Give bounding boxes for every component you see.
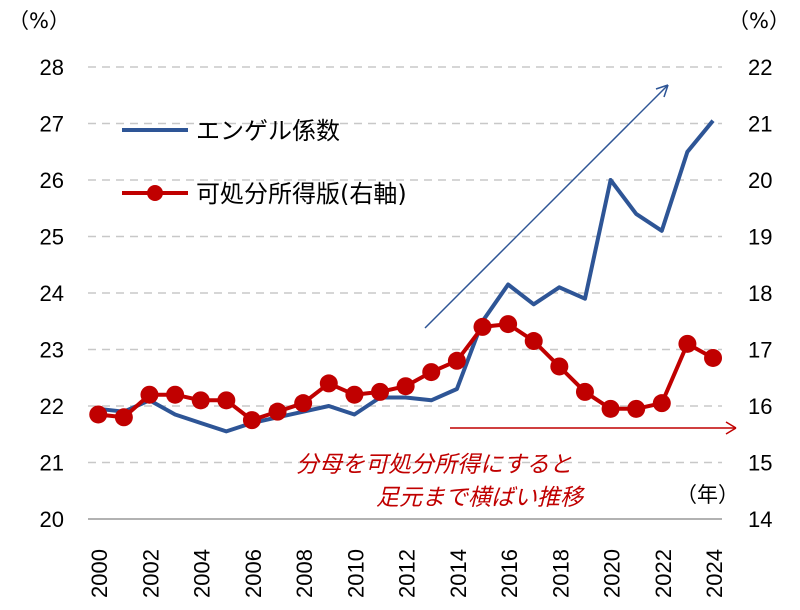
- y-right-tick-label: 20: [748, 168, 772, 193]
- series-point: [345, 385, 364, 404]
- y-right-tick-label: 15: [748, 451, 772, 476]
- x-tick-label: 2014: [446, 549, 471, 598]
- y-right-tick-label: 14: [748, 507, 772, 532]
- upward-trend-arrowhead: [655, 84, 669, 98]
- series-point: [217, 391, 236, 410]
- series-point: [114, 408, 133, 427]
- series-point: [371, 382, 390, 401]
- right-axis-unit-label: （%）: [728, 9, 790, 33]
- x-axis-unit-label: （年）: [676, 483, 739, 507]
- series-point: [268, 402, 287, 421]
- y-left-tick-label: 21: [40, 451, 64, 476]
- x-tick-label: 2000: [87, 549, 112, 598]
- series-point: [678, 334, 697, 353]
- series-point: [140, 385, 159, 404]
- y-left-tick-label: 20: [40, 507, 64, 532]
- axes: （%） （%） （年） 20 21 22 23 24 25 26 27 28 14 15 16 17 18…: [8, 9, 790, 598]
- annotation-line-2: 足元まで横ばい推移: [376, 485, 585, 511]
- series-point: [294, 394, 313, 413]
- legend: エンゲル係数 可処分所得版(右軸): [122, 117, 407, 208]
- legend-label-disposable: 可処分所得版(右軸): [196, 180, 407, 208]
- y-left-tick-label: 22: [40, 394, 64, 419]
- series-point: [319, 374, 338, 393]
- series-point: [166, 385, 185, 404]
- y-left-tick-label: 27: [40, 112, 64, 137]
- annotation-line-1: 分母を可処分所得にすると: [296, 452, 572, 478]
- series-point: [396, 377, 415, 396]
- series-point: [473, 317, 492, 336]
- x-tick-label: 2020: [600, 549, 625, 598]
- series-point: [447, 351, 466, 370]
- series-point: [524, 332, 543, 351]
- annotation-text: 分母を可処分所得にすると 足元まで横ばい推移: [296, 452, 585, 511]
- x-tick-label: 2010: [343, 549, 368, 598]
- x-tick-label: 2024: [702, 549, 727, 598]
- series-point: [704, 348, 723, 367]
- x-tick-label: 2022: [651, 549, 676, 598]
- series-point: [575, 382, 594, 401]
- legend-marker-disposable: [147, 185, 163, 201]
- series-point: [652, 394, 671, 413]
- x-tick-label: 2018: [548, 549, 573, 598]
- y-left-tick-label: 25: [40, 225, 64, 250]
- y-left-tick-label: 24: [40, 281, 64, 306]
- x-tick-label: 2004: [190, 549, 215, 598]
- gridlines: [88, 66, 722, 464]
- x-tick-label: 2002: [138, 549, 163, 598]
- y-left-tick-label: 26: [40, 168, 64, 193]
- x-tick-label: 2008: [292, 549, 317, 598]
- y-right-tick-label: 16: [748, 394, 772, 419]
- series-point: [627, 399, 646, 418]
- series-point: [242, 411, 261, 430]
- series-point: [550, 357, 569, 376]
- flat-trend-arrowhead: [725, 421, 737, 435]
- annotation-arrows: [424, 84, 737, 435]
- x-tick-label: 2016: [497, 549, 522, 598]
- y-right-tick-label: 19: [748, 225, 772, 250]
- series-point: [422, 363, 441, 382]
- y-right-tick-label: 17: [748, 338, 772, 363]
- x-tick-label: 2006: [241, 549, 266, 598]
- upward-trend-arrow-line: [424, 84, 669, 329]
- series: [89, 119, 723, 434]
- y-right-tick-label: 18: [748, 281, 772, 306]
- series-point: [601, 399, 620, 418]
- series-point: [191, 391, 210, 410]
- y-right-tick-label: 22: [748, 55, 772, 80]
- series-line-0: [97, 119, 715, 434]
- left-axis-unit-label: （%）: [8, 9, 70, 33]
- y-left-tick-label: 23: [40, 338, 64, 363]
- series-point: [499, 315, 518, 334]
- y-right-tick-label: 21: [748, 112, 772, 137]
- series-point: [89, 405, 108, 424]
- y-left-tick-label: 28: [40, 55, 64, 80]
- legend-label-engel: エンゲル係数: [196, 117, 340, 145]
- x-tick-label: 2012: [395, 549, 420, 598]
